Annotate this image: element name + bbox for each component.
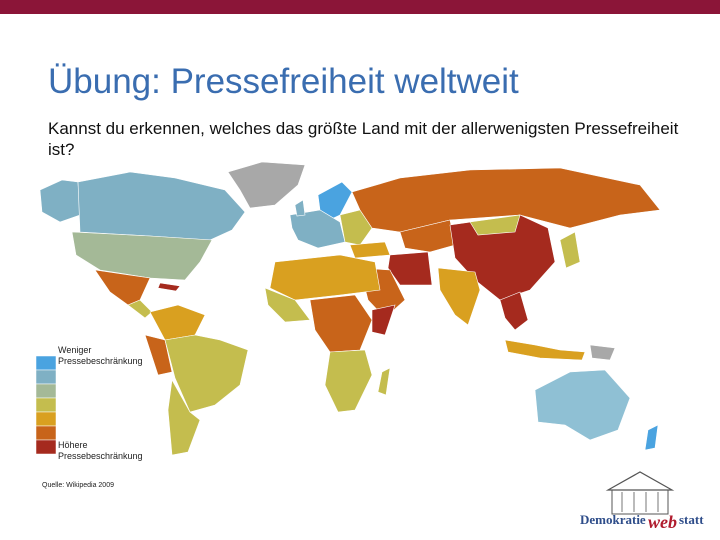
usa [71, 231, 213, 281]
colombia-venezuela [149, 304, 206, 341]
legend-swatch [35, 355, 57, 371]
uk [294, 199, 306, 217]
madagascar [377, 367, 391, 396]
question-text: Kannst du erkennen, welches das größte L… [48, 119, 679, 159]
legend: WenigerPressebeschränkungHöherePressebes… [35, 345, 143, 461]
legend-swatch [35, 439, 57, 455]
india [437, 267, 481, 326]
korea-japan [559, 231, 581, 269]
north-africa [269, 254, 381, 301]
turkey [349, 241, 391, 259]
central-africa [309, 294, 373, 353]
australia [534, 369, 631, 441]
horn-of-africa [371, 304, 396, 336]
iran [387, 251, 433, 286]
legend-swatch [35, 397, 57, 413]
legend-label: Weniger [58, 345, 91, 355]
logo: Demokratie web statt [580, 471, 704, 532]
western-europe [289, 209, 346, 249]
top-bar [0, 0, 720, 14]
legend-swatch [35, 425, 57, 441]
mongolia [469, 214, 521, 236]
legend-swatch [35, 369, 57, 385]
new-zealand [644, 424, 659, 451]
eastern-europe [339, 209, 373, 246]
new-guinea [589, 344, 616, 361]
countries [39, 161, 661, 456]
legend-label: Pressebeschränkung [58, 356, 143, 366]
southern-cone [167, 379, 201, 456]
southeast-asia [499, 291, 529, 331]
greenland [227, 161, 306, 209]
logo-text: web [648, 512, 677, 532]
slide-title: Übung: Pressefreiheit weltweit [48, 62, 519, 101]
legend-label: Pressebeschränkung [58, 451, 143, 461]
peru [144, 334, 173, 376]
logo-roof [605, 471, 675, 491]
logo-building [611, 489, 669, 515]
legend-swatch [35, 411, 57, 427]
source: Quelle: Wikipedia 2009 [42, 482, 114, 489]
legend-swatch [35, 383, 57, 399]
legend-label: Höhere [58, 440, 88, 450]
west-africa [264, 287, 311, 323]
central-asia [399, 219, 456, 253]
russia [351, 167, 661, 233]
logo-text: statt [679, 512, 704, 527]
southern-africa [324, 349, 373, 413]
alaska [39, 179, 81, 223]
canada [77, 171, 246, 241]
indonesia [504, 339, 586, 361]
cuba [157, 282, 181, 292]
brazil [164, 334, 249, 413]
logo-text: Demokratie [580, 512, 646, 527]
